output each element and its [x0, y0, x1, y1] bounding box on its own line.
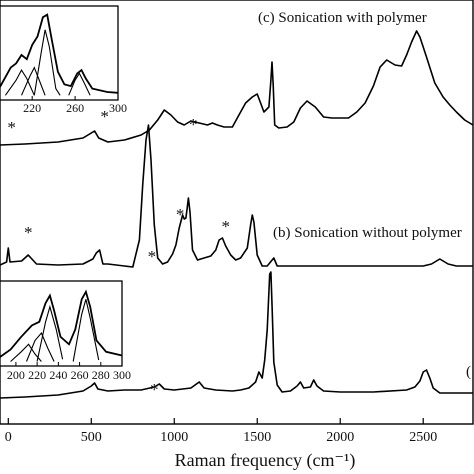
inset-tick-label: 300 [113, 368, 131, 382]
inset-curve-envelope [0, 289, 123, 358]
series-line-0 [0, 30, 474, 146]
x-axis-label: Raman frequency (cm⁻¹) [175, 450, 356, 471]
inset-tick-label: 280 [92, 368, 110, 382]
x-tick-label: 1500 [243, 430, 271, 445]
series-label-c: (c) Sonication with polymer [258, 10, 427, 26]
series-line-2 [0, 271, 473, 399]
inset-a: 200 220 240 260 280 300 [0, 280, 131, 382]
series-label-b: (b) Sonication without polymer [273, 225, 462, 241]
peak-marker: * [148, 247, 157, 266]
inset-curve-fit-1 [4, 69, 35, 96]
inset-tick-label: 220 [28, 368, 46, 382]
inset-tick-label: 200 [7, 368, 25, 382]
inset-curve-fit-1 [10, 343, 42, 362]
inset-curve-fit-2 [25, 331, 55, 362]
inset-curve-fit-2 [20, 66, 46, 96]
series-line-1 [0, 124, 473, 268]
inset-tick-label: 300 [109, 101, 127, 115]
plot-frame [0, 0, 474, 425]
x-tick-label: 500 [81, 430, 102, 445]
peak-marker: * [221, 217, 230, 236]
inset-tick-label: 260 [71, 368, 89, 382]
inset-c: 220 260 300 [0, 5, 127, 115]
inset-curve-fit-4 [72, 299, 100, 362]
x-tick-label: 1000 [160, 430, 188, 445]
inset-curve-envelope [0, 13, 119, 94]
series-label-a: ( [466, 364, 471, 380]
x-tick-label: 2000 [326, 430, 354, 445]
inset-tick-label: 220 [23, 101, 41, 115]
inset-curve-fit-4 [68, 72, 91, 96]
inset-curve-fit-3 [36, 304, 64, 362]
inset-tick-label: 240 [49, 368, 67, 382]
peak-marker: * [189, 115, 198, 134]
inset-curve-fit-3 [33, 29, 61, 96]
peak-marker: * [150, 380, 159, 399]
x-tick-label: 2500 [409, 430, 437, 445]
inset-frame [0, 5, 119, 101]
inset-tick-label: 260 [66, 101, 84, 115]
x-axis: 0 500 1000 1500 2000 2500 [5, 418, 437, 445]
peak-marker: * [100, 107, 109, 126]
peak-marker: * [24, 223, 33, 242]
annotation-layer: * * * * * * * * [7, 107, 230, 399]
series-layer [0, 30, 474, 399]
peak-marker: * [7, 118, 16, 137]
x-tick-label: 0 [5, 430, 12, 445]
peak-marker: * [176, 205, 185, 224]
